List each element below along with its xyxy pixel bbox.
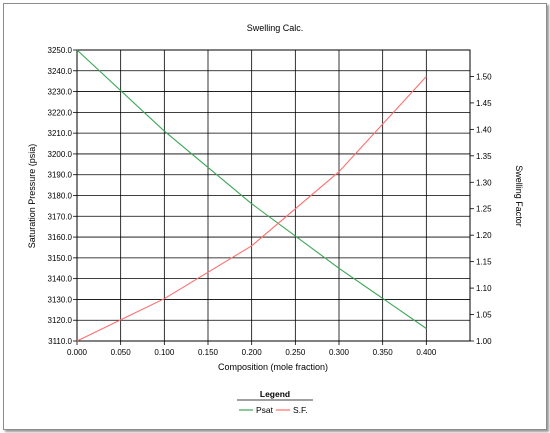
y2-tick-label: 1.10 (476, 284, 492, 293)
x-axis-label: Composition (mole fraction) (218, 362, 328, 372)
x-tick-label: 0.100 (154, 348, 175, 357)
y2-tick-label: 1.20 (476, 231, 492, 240)
y-tick-label: 3250.0 (48, 46, 73, 55)
y-tick-label: 3170.0 (48, 212, 73, 221)
y-tick-label: 3190.0 (48, 171, 73, 180)
series-lines (76, 49, 427, 342)
x-tick-label: 0.150 (198, 348, 219, 357)
y2-tick-label: 1.40 (476, 125, 492, 134)
x-tick-label: 0.350 (373, 348, 394, 357)
x-tick-label: 0.400 (416, 348, 437, 357)
y2-tick-label: 1.35 (476, 152, 492, 161)
series-line-psat (76, 49, 427, 329)
y-axis-ticks: 3110.0 3120.0 3130.0 3140.0 3150.0 3160.0 3170… (48, 46, 77, 346)
y2-tick-label: 1.00 (476, 337, 492, 346)
y2-tick-label: 1.50 (476, 72, 492, 81)
y-tick-label: 3120.0 (48, 316, 73, 325)
y2-tick-label: 1.30 (476, 178, 492, 187)
series-line-s-f (76, 76, 427, 342)
x-tick-label: 0.050 (111, 348, 132, 357)
x-tick-label: 0.250 (285, 348, 306, 357)
y-tick-label: 3130.0 (48, 295, 73, 304)
legend-label-sf: S.F. (293, 405, 308, 415)
y-tick-label: 3110.0 (48, 337, 72, 346)
y-tick-label: 3230.0 (48, 88, 73, 97)
y-tick-label: 3140.0 (48, 275, 73, 284)
y-tick-label: 3200.0 (48, 150, 73, 159)
y2-tick-label: 1.25 (476, 205, 492, 214)
y-tick-label: 3160.0 (48, 233, 73, 242)
chart-title: Swelling Calc. (247, 23, 304, 33)
y2-axis-ticks: 1.00 1.05 1.10 1.15 1.20 1.25 1.30 1.35 1.40 1.45… (470, 72, 492, 346)
legend-title: Legend (260, 389, 290, 399)
y2-tick-label: 1.45 (476, 99, 492, 108)
x-axis-ticks: 0.000 0.050 0.100 0.150 0.200 0.250 0.300 0.350… (67, 341, 437, 357)
y2-tick-label: 1.05 (476, 311, 492, 320)
y2-axis-label: Swelling Factor (514, 165, 524, 227)
y-axis-label: Saturation Pressure (psia) (27, 144, 37, 249)
y-tick-label: 3240.0 (48, 67, 73, 76)
y-tick-label: 3220.0 (48, 108, 73, 117)
legend-label-psat: Psat (256, 405, 274, 415)
legend: Legend Psat S.F. (237, 389, 313, 415)
x-tick-label: 0.200 (242, 348, 263, 357)
x-tick-label: 0.000 (67, 348, 88, 357)
y-tick-label: 3180.0 (48, 192, 73, 201)
y2-tick-label: 1.15 (476, 258, 492, 267)
x-tick-label: 0.300 (329, 348, 350, 357)
y-tick-label: 3210.0 (48, 129, 73, 138)
y-tick-label: 3150.0 (48, 254, 73, 263)
